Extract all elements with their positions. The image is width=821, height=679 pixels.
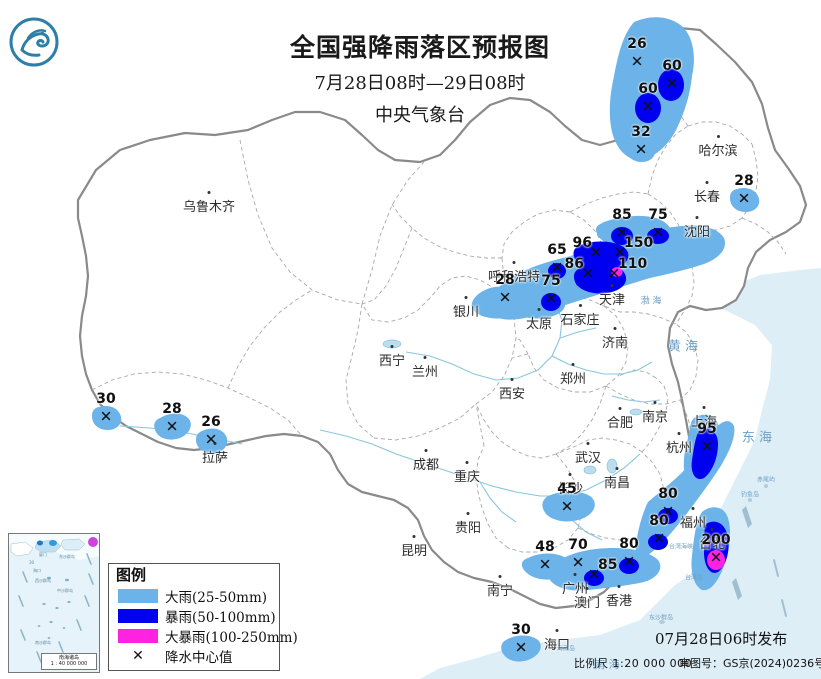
legend-color-swatch <box>118 588 158 603</box>
legend-box: 图例 大雨(25-50mm) 暴雨(50-100mm) 大暴雨(100-250mm)… <box>108 563 298 671</box>
inset-label-xiamen: 厦门 <box>39 551 47 557</box>
inset-label-xisha: 西沙群岛 <box>35 577 51 583</box>
inset-label-30: 30 <box>29 560 35 565</box>
legend-item-label: 暴雨(50-100mm) <box>165 609 276 626</box>
legend-item: 大雨(25-50mm) <box>116 586 273 606</box>
inset-label-nansha: 南沙群岛 <box>35 639 51 645</box>
ocean-fill <box>470 268 821 679</box>
legend-item-label: 大暴雨(100-250mm) <box>165 629 298 646</box>
legend-item-label: 大雨(25-50mm) <box>165 589 268 606</box>
inset-label-haikou: 海口 <box>33 567 41 573</box>
inset-map: 30 厦门 东沙群岛 海口 西沙群岛 中沙群岛 南沙群岛 <box>9 534 99 672</box>
release-time: 07月28日06时发布 <box>655 630 788 648</box>
lakes <box>382 339 643 475</box>
precip-area-dabaoyu <box>611 267 725 570</box>
inset-scale-title: 南海诸岛 <box>58 654 79 661</box>
inset-label-dongsha: 东沙群岛 <box>59 553 75 559</box>
legend-title: 图例 <box>116 566 147 584</box>
legend-color-swatch <box>118 608 158 623</box>
approval-number: 审图号：GS京(2024)0236号 <box>679 657 821 670</box>
legend-rows: 大雨(25-50mm) 暴雨(50-100mm) 大暴雨(100-250mm) ✕ 降水… <box>116 586 298 666</box>
inset-label-zhongsha: 中沙群岛 <box>57 587 73 593</box>
inset-scale-box: 南海诸岛 1 : 40 000 000 <box>41 652 97 670</box>
legend-color-swatch <box>118 628 158 643</box>
cma-dragon-logo <box>9 17 59 67</box>
legend-marker-label: 降水中心值 <box>165 649 233 666</box>
legend-item-marker: ✕ 降水中心值 <box>116 646 273 666</box>
legend-item: 大暴雨(100-250mm) <box>116 626 298 646</box>
south-china-sea-inset: 30 厦门 东沙群岛 海口 西沙群岛 中沙群岛 南沙群岛 南海诸岛 1 : 40… <box>8 533 100 673</box>
islands <box>659 484 768 624</box>
map-scale: 比例尺 1:20 000 000 <box>574 657 693 670</box>
legend-x-icon: ✕ <box>132 647 144 664</box>
inset-scale-value: 1 : 40 000 000 <box>50 661 88 668</box>
china-national-boundary <box>76 26 808 610</box>
legend-item: 暴雨(50-100mm) <box>116 606 276 626</box>
